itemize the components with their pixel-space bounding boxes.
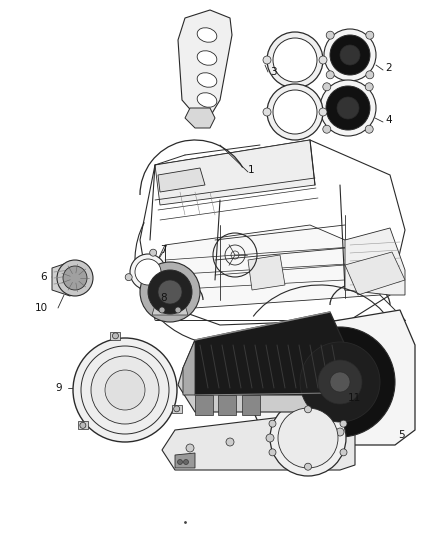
Polygon shape: [110, 332, 120, 340]
Polygon shape: [148, 225, 380, 310]
Polygon shape: [255, 310, 415, 445]
Circle shape: [125, 273, 132, 281]
Circle shape: [304, 463, 311, 470]
Polygon shape: [183, 340, 195, 395]
Polygon shape: [78, 422, 88, 430]
Text: 7: 7: [160, 245, 166, 255]
Circle shape: [270, 400, 346, 476]
Polygon shape: [218, 395, 236, 415]
Circle shape: [318, 360, 362, 404]
Circle shape: [336, 428, 344, 436]
Polygon shape: [158, 168, 205, 192]
Polygon shape: [175, 453, 195, 468]
Circle shape: [140, 262, 200, 322]
Text: 3: 3: [270, 67, 277, 77]
Circle shape: [80, 422, 86, 429]
Circle shape: [337, 97, 359, 119]
Circle shape: [175, 307, 181, 313]
Circle shape: [326, 31, 334, 39]
Text: 11: 11: [348, 393, 361, 403]
Circle shape: [330, 35, 370, 75]
Text: 4: 4: [385, 115, 392, 125]
Polygon shape: [52, 262, 78, 296]
Circle shape: [366, 71, 374, 79]
Circle shape: [184, 459, 188, 464]
Polygon shape: [178, 368, 350, 412]
Circle shape: [226, 438, 234, 446]
Circle shape: [57, 260, 93, 296]
Circle shape: [330, 372, 350, 392]
Text: 10: 10: [35, 303, 48, 313]
Circle shape: [340, 420, 347, 427]
Circle shape: [73, 338, 177, 442]
Ellipse shape: [197, 28, 217, 42]
Circle shape: [267, 32, 323, 88]
Circle shape: [105, 370, 145, 410]
Circle shape: [323, 83, 331, 91]
Circle shape: [365, 83, 373, 91]
Circle shape: [186, 444, 194, 452]
Text: 6: 6: [40, 272, 46, 282]
Polygon shape: [152, 305, 188, 315]
Circle shape: [81, 346, 169, 434]
Ellipse shape: [197, 51, 217, 65]
Circle shape: [135, 259, 161, 285]
Circle shape: [63, 266, 87, 290]
Text: 5: 5: [398, 430, 405, 440]
Polygon shape: [183, 312, 345, 395]
Circle shape: [340, 45, 360, 65]
Circle shape: [130, 254, 166, 290]
Circle shape: [319, 56, 327, 64]
Circle shape: [159, 307, 165, 313]
Polygon shape: [162, 410, 355, 470]
Polygon shape: [345, 252, 405, 295]
Polygon shape: [172, 405, 182, 413]
Polygon shape: [242, 395, 260, 415]
Circle shape: [91, 356, 159, 424]
Circle shape: [159, 282, 166, 289]
Ellipse shape: [197, 73, 217, 87]
Circle shape: [365, 125, 373, 133]
Circle shape: [267, 84, 323, 140]
Circle shape: [324, 29, 376, 81]
Circle shape: [300, 342, 380, 422]
Circle shape: [269, 420, 276, 427]
Circle shape: [150, 249, 157, 256]
Circle shape: [148, 270, 192, 314]
Circle shape: [326, 86, 370, 130]
Ellipse shape: [197, 93, 217, 107]
Circle shape: [273, 90, 317, 134]
Text: 9: 9: [55, 383, 62, 393]
Circle shape: [269, 449, 276, 456]
Circle shape: [177, 459, 183, 464]
Circle shape: [285, 327, 395, 437]
Text: 8: 8: [160, 293, 166, 303]
Circle shape: [113, 333, 118, 339]
Circle shape: [174, 406, 180, 412]
Circle shape: [340, 449, 347, 456]
Text: 1: 1: [248, 165, 254, 175]
Polygon shape: [185, 108, 215, 128]
Polygon shape: [345, 228, 405, 295]
Circle shape: [319, 108, 327, 116]
Circle shape: [323, 125, 331, 133]
Circle shape: [273, 38, 317, 82]
Circle shape: [158, 280, 182, 304]
Polygon shape: [248, 255, 285, 290]
Circle shape: [326, 71, 334, 79]
Circle shape: [278, 408, 338, 468]
Polygon shape: [178, 10, 232, 120]
Polygon shape: [195, 395, 213, 415]
Polygon shape: [155, 140, 315, 205]
Circle shape: [304, 406, 311, 413]
Circle shape: [320, 80, 376, 136]
Circle shape: [263, 56, 271, 64]
Circle shape: [266, 434, 274, 442]
Circle shape: [366, 31, 374, 39]
Text: 2: 2: [385, 63, 392, 73]
Circle shape: [263, 108, 271, 116]
Circle shape: [306, 430, 314, 438]
